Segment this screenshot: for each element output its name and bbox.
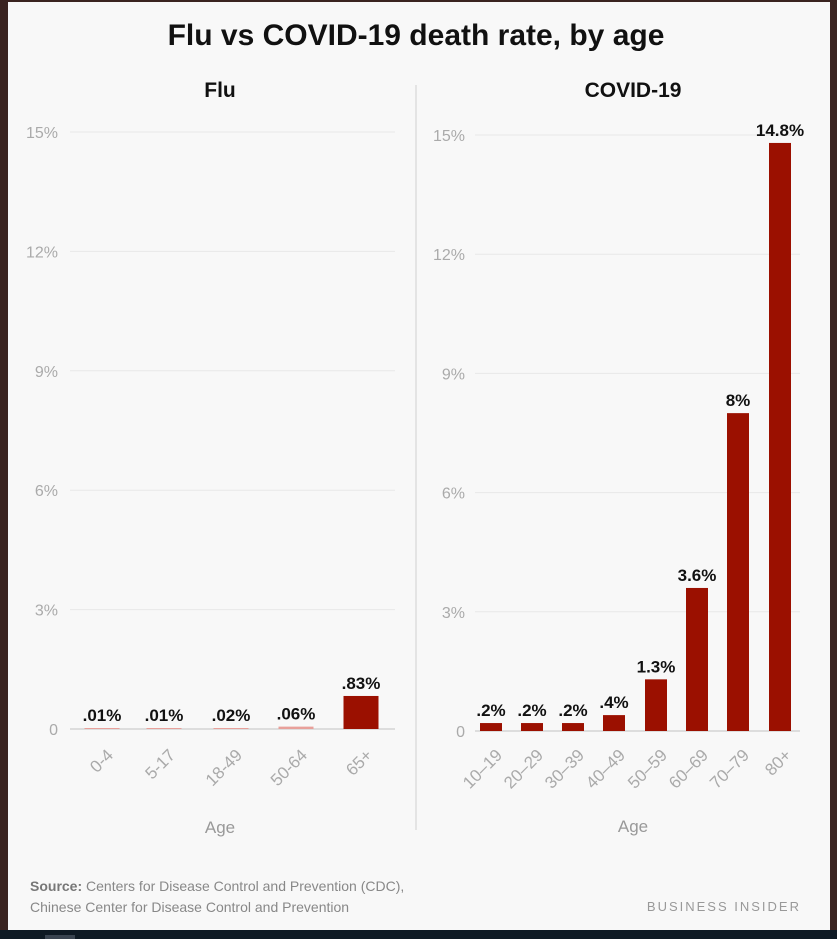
bar (480, 723, 502, 731)
chart-card (8, 2, 830, 930)
x-tick-label: 50-64 (267, 746, 311, 790)
y-tick-label: 0 (49, 722, 58, 739)
bar (603, 715, 625, 731)
data-label: .2% (517, 701, 546, 720)
chart-title: Flu vs COVID-19 death rate, by age (168, 19, 665, 52)
y-tick-label: 3% (35, 603, 58, 620)
y-tick-label: 15% (433, 128, 465, 145)
y-tick-label: 15% (26, 125, 58, 142)
y-tick-label: 0 (456, 724, 465, 741)
data-label: 1.3% (637, 657, 676, 676)
source-note: Source: Centers for Disease Control and … (30, 876, 404, 918)
x-tick-label: 80+ (761, 746, 795, 780)
y-tick-label: 3% (442, 605, 465, 622)
data-label: .01% (83, 706, 122, 725)
data-label: .2% (558, 701, 587, 720)
bar (727, 413, 749, 731)
y-tick-label: 12% (433, 247, 465, 264)
panel-title: Flu (204, 79, 236, 102)
x-tick-label: 65+ (342, 746, 376, 780)
bar (278, 726, 314, 729)
x-tick-label: 0-4 (86, 746, 117, 777)
data-label: .01% (145, 706, 184, 725)
x-tick-label: 60–69 (665, 746, 712, 793)
data-label: .83% (342, 674, 381, 693)
data-label: .02% (212, 706, 251, 725)
data-label: .4% (599, 693, 628, 712)
brand-logo: BUSINESS INSIDER (646, 899, 801, 914)
bar (769, 142, 791, 732)
y-tick-label: 6% (442, 486, 465, 503)
bar (146, 728, 182, 729)
data-label: 14.8% (756, 121, 804, 140)
x-tick-label: 5-17 (142, 746, 179, 783)
source-text-2: Chinese Center for Disease Control and P… (30, 899, 350, 915)
x-tick-label: 10–19 (459, 746, 506, 793)
bar (645, 679, 667, 731)
x-tick-label: 50–59 (624, 746, 671, 793)
x-tick-label: 70–79 (706, 746, 753, 793)
data-label: 8% (726, 391, 751, 410)
x-tick-label: 40–49 (582, 746, 629, 793)
x-tick-label: 18-49 (202, 746, 246, 790)
y-tick-label: 12% (26, 244, 58, 261)
x-tick-label: 20–29 (500, 746, 547, 793)
source-label: Source: (30, 878, 83, 894)
bar (686, 587, 708, 731)
panel-title: COVID-19 (585, 79, 682, 102)
x-tick-label: 30–39 (541, 746, 588, 793)
data-label: .2% (476, 701, 505, 720)
x-axis-label: Age (205, 818, 235, 837)
source-text-1: Centers for Disease Control and Preventi… (82, 878, 405, 894)
data-label: 3.6% (678, 566, 717, 585)
bar (562, 723, 584, 731)
bottom-bar (0, 930, 837, 939)
bar (521, 723, 543, 731)
bar (343, 695, 379, 729)
data-label: .06% (277, 705, 316, 724)
bar (84, 728, 120, 729)
x-axis-label: Age (618, 817, 648, 836)
y-tick-label: 9% (35, 364, 58, 381)
bar (213, 728, 249, 729)
y-tick-label: 9% (442, 366, 465, 383)
y-tick-label: 6% (35, 483, 58, 500)
